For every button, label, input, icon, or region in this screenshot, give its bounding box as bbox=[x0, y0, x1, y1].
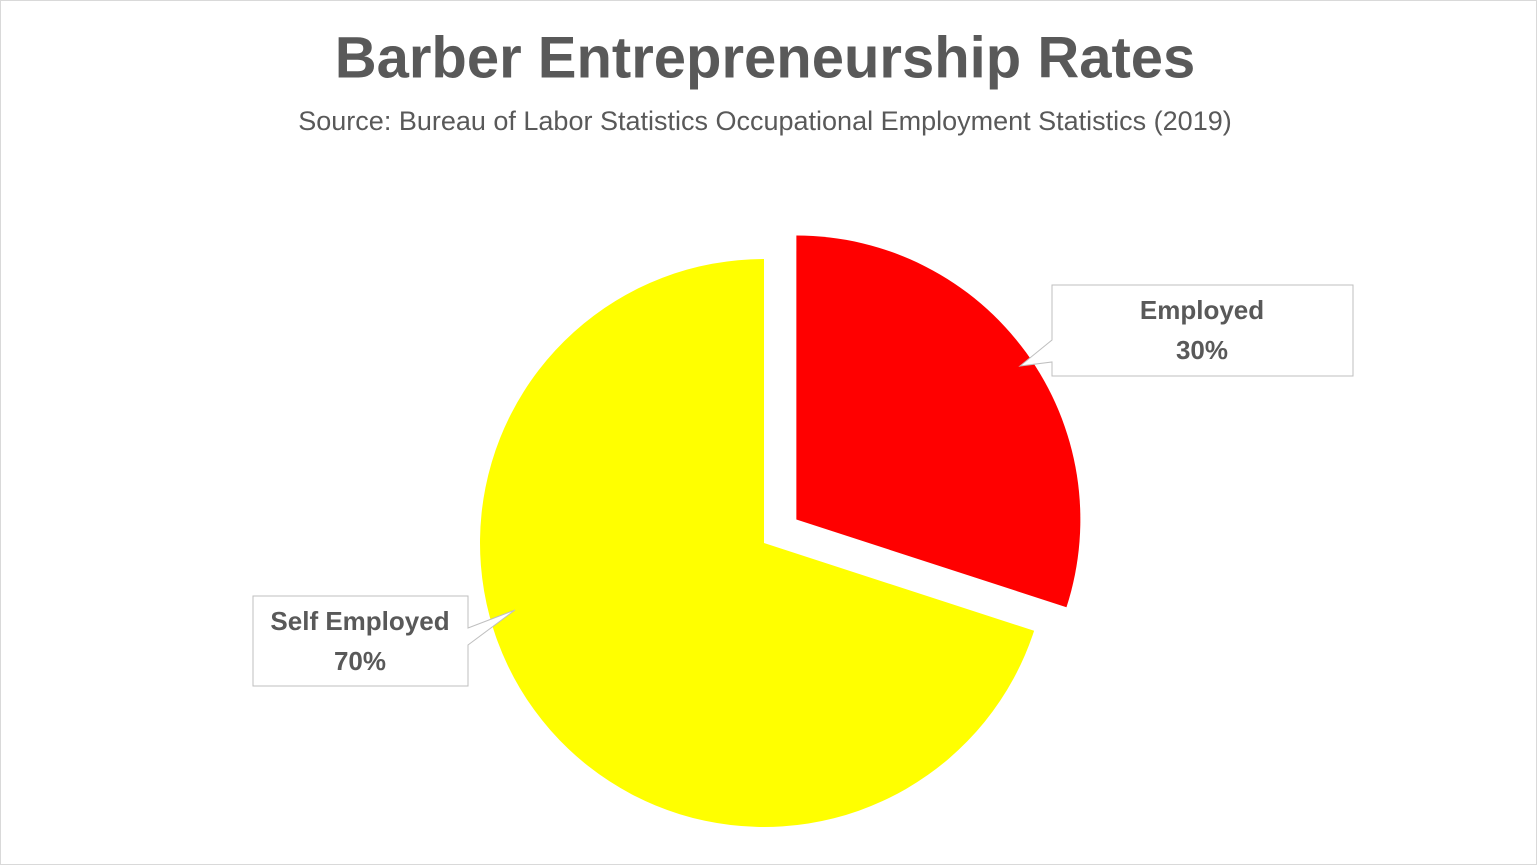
slice-label: Employed bbox=[1140, 295, 1264, 325]
callout-box bbox=[1018, 284, 1354, 377]
pie-slice bbox=[479, 259, 1035, 827]
chart-subtitle: Source: Bureau of Labor Statistics Occup… bbox=[298, 106, 1231, 136]
chart-title: Barber Entrepreneurship Rates bbox=[335, 25, 1196, 90]
callout-box bbox=[252, 595, 516, 687]
value-label: 30% bbox=[1176, 335, 1228, 365]
slice-label: Self Employed bbox=[270, 606, 449, 636]
pie-slice bbox=[796, 235, 1081, 608]
value-label: 70% bbox=[334, 646, 386, 676]
